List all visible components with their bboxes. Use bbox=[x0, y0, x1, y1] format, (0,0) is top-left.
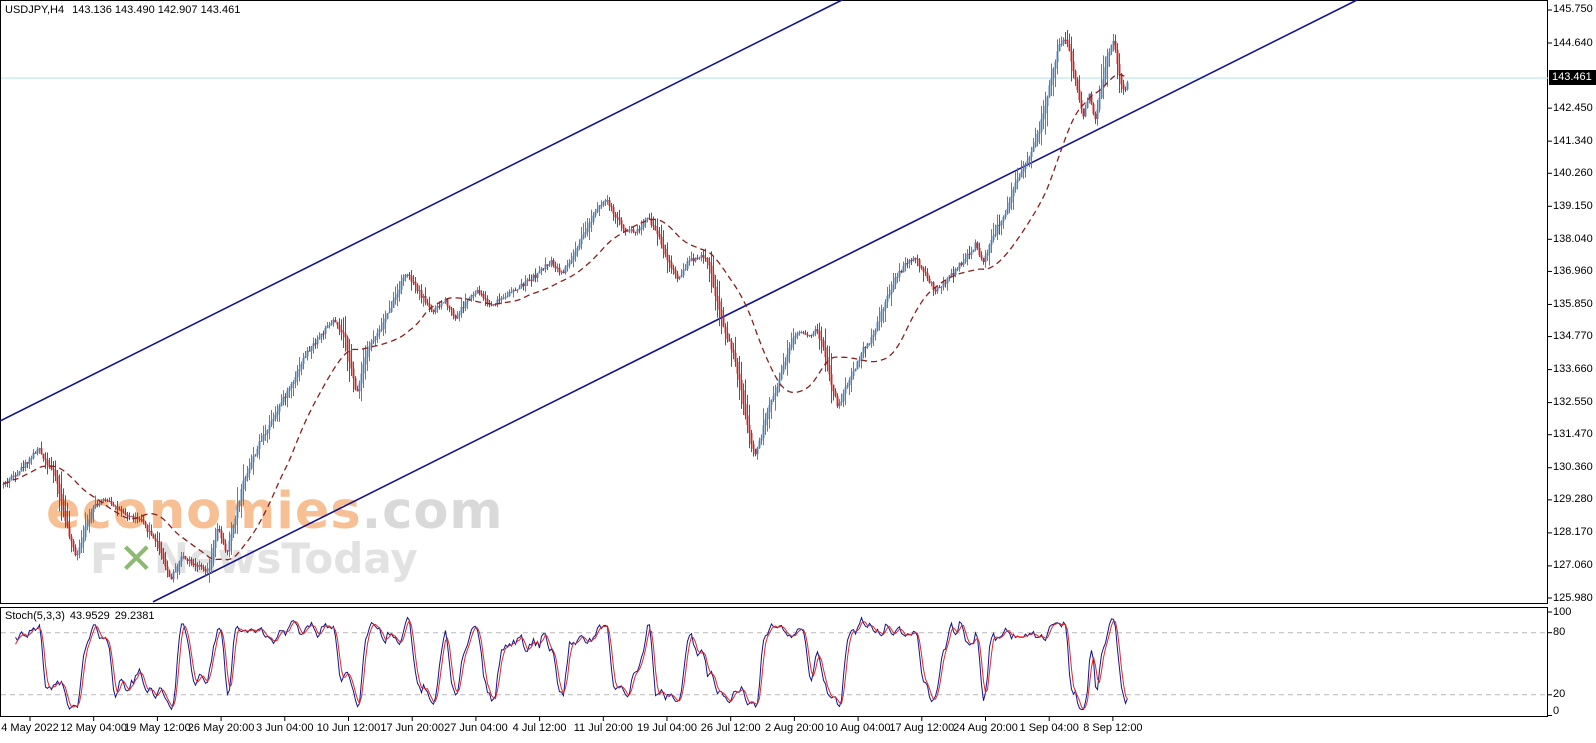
watermark-domain-text: .com bbox=[361, 482, 504, 541]
chart-title: USDJPY,H4 143.136 143.490 142.907 143.461 bbox=[5, 4, 240, 16]
time-tick-label: 8 Sep 12:00 bbox=[1083, 722, 1143, 734]
stochastic-indicator-label: Stoch(5,3,3) 43.9529 29.2381 bbox=[5, 610, 159, 622]
time-tick-label: 10 Aug 04:00 bbox=[825, 722, 891, 734]
price-tick-label: 141.340 bbox=[1553, 134, 1593, 147]
time-tick-label: 26 May 20:00 bbox=[187, 722, 255, 734]
watermark-fxnewstoday: F✕NewsToday bbox=[90, 534, 418, 583]
time-tick-label: 1 Sep 04:00 bbox=[1019, 722, 1079, 734]
stoch-name-label: Stoch(5,3,3) bbox=[5, 610, 65, 622]
time-tick-label: 12 May 04:00 bbox=[60, 722, 128, 734]
watermark-x-icon: ✕ bbox=[118, 534, 154, 583]
price-tick-label: 140.260 bbox=[1553, 166, 1593, 179]
price-tick-label: 132.550 bbox=[1553, 396, 1593, 409]
price-tick-label: 127.060 bbox=[1553, 559, 1593, 572]
price-tick-label: 133.660 bbox=[1553, 363, 1593, 376]
stoch-scale-label: 0 bbox=[1553, 704, 1560, 717]
symbol-period-label: USDJPY,H4 bbox=[5, 4, 65, 16]
time-tick-label: 19 Jul 04:00 bbox=[637, 722, 697, 734]
stoch-signal-value: 29.2381 bbox=[114, 610, 155, 622]
time-tick-label: 26 Jul 12:00 bbox=[700, 722, 761, 734]
price-tick-label: 135.850 bbox=[1553, 297, 1593, 310]
stoch-main-value: 43.9529 bbox=[69, 610, 110, 622]
price-tick-label: 125.980 bbox=[1553, 591, 1593, 604]
price-tick-label: 145.750 bbox=[1553, 3, 1593, 16]
price-tick-label: 130.360 bbox=[1553, 461, 1593, 474]
price-tick-label: 142.450 bbox=[1553, 101, 1593, 114]
price-tick-label: 131.470 bbox=[1553, 428, 1593, 441]
time-tick-label: 11 Jul 20:00 bbox=[573, 722, 633, 734]
time-tick-label: 17 Aug 12:00 bbox=[889, 722, 955, 734]
watermark-sub-rest: NewsToday bbox=[153, 534, 418, 583]
time-tick-label: 10 Jun 12:00 bbox=[316, 722, 381, 734]
price-tick-label: 136.960 bbox=[1553, 264, 1593, 277]
time-tick-label: 27 Jun 04:00 bbox=[444, 722, 508, 734]
time-tick-label: 4 Jul 12:00 bbox=[512, 722, 567, 734]
price-tick-label: 139.150 bbox=[1553, 199, 1593, 212]
price-tick-label: 128.170 bbox=[1553, 526, 1593, 539]
watermark-brand-text: economies bbox=[46, 482, 362, 541]
price-tick-label: 134.770 bbox=[1553, 330, 1593, 343]
ohlc-values-label: 143.136 143.490 142.907 143.461 bbox=[72, 4, 241, 16]
time-tick-label: 2 Aug 20:00 bbox=[765, 722, 824, 734]
time-tick-label: 17 Jun 20:00 bbox=[380, 722, 444, 734]
price-tick-label: 138.040 bbox=[1553, 232, 1593, 245]
watermark-economies: economies.com bbox=[46, 482, 504, 541]
time-tick-label: 4 May 2022 bbox=[1, 722, 59, 734]
watermark-sub-prefix: F bbox=[90, 534, 119, 583]
time-tick-label: 24 Aug 20:00 bbox=[953, 722, 1018, 734]
current-price-badge: 143.461 bbox=[1549, 70, 1596, 85]
time-tick-label: 3 Jun 04:00 bbox=[256, 722, 314, 734]
price-tick-label: 129.280 bbox=[1553, 493, 1593, 506]
price-tick-label: 144.640 bbox=[1553, 36, 1593, 49]
time-tick-label: 19 May 12:00 bbox=[124, 722, 191, 734]
stoch-scale-label: 100 bbox=[1553, 605, 1572, 618]
stoch-scale-label: 20 bbox=[1553, 688, 1566, 701]
stoch-scale-label: 80 bbox=[1553, 626, 1566, 639]
